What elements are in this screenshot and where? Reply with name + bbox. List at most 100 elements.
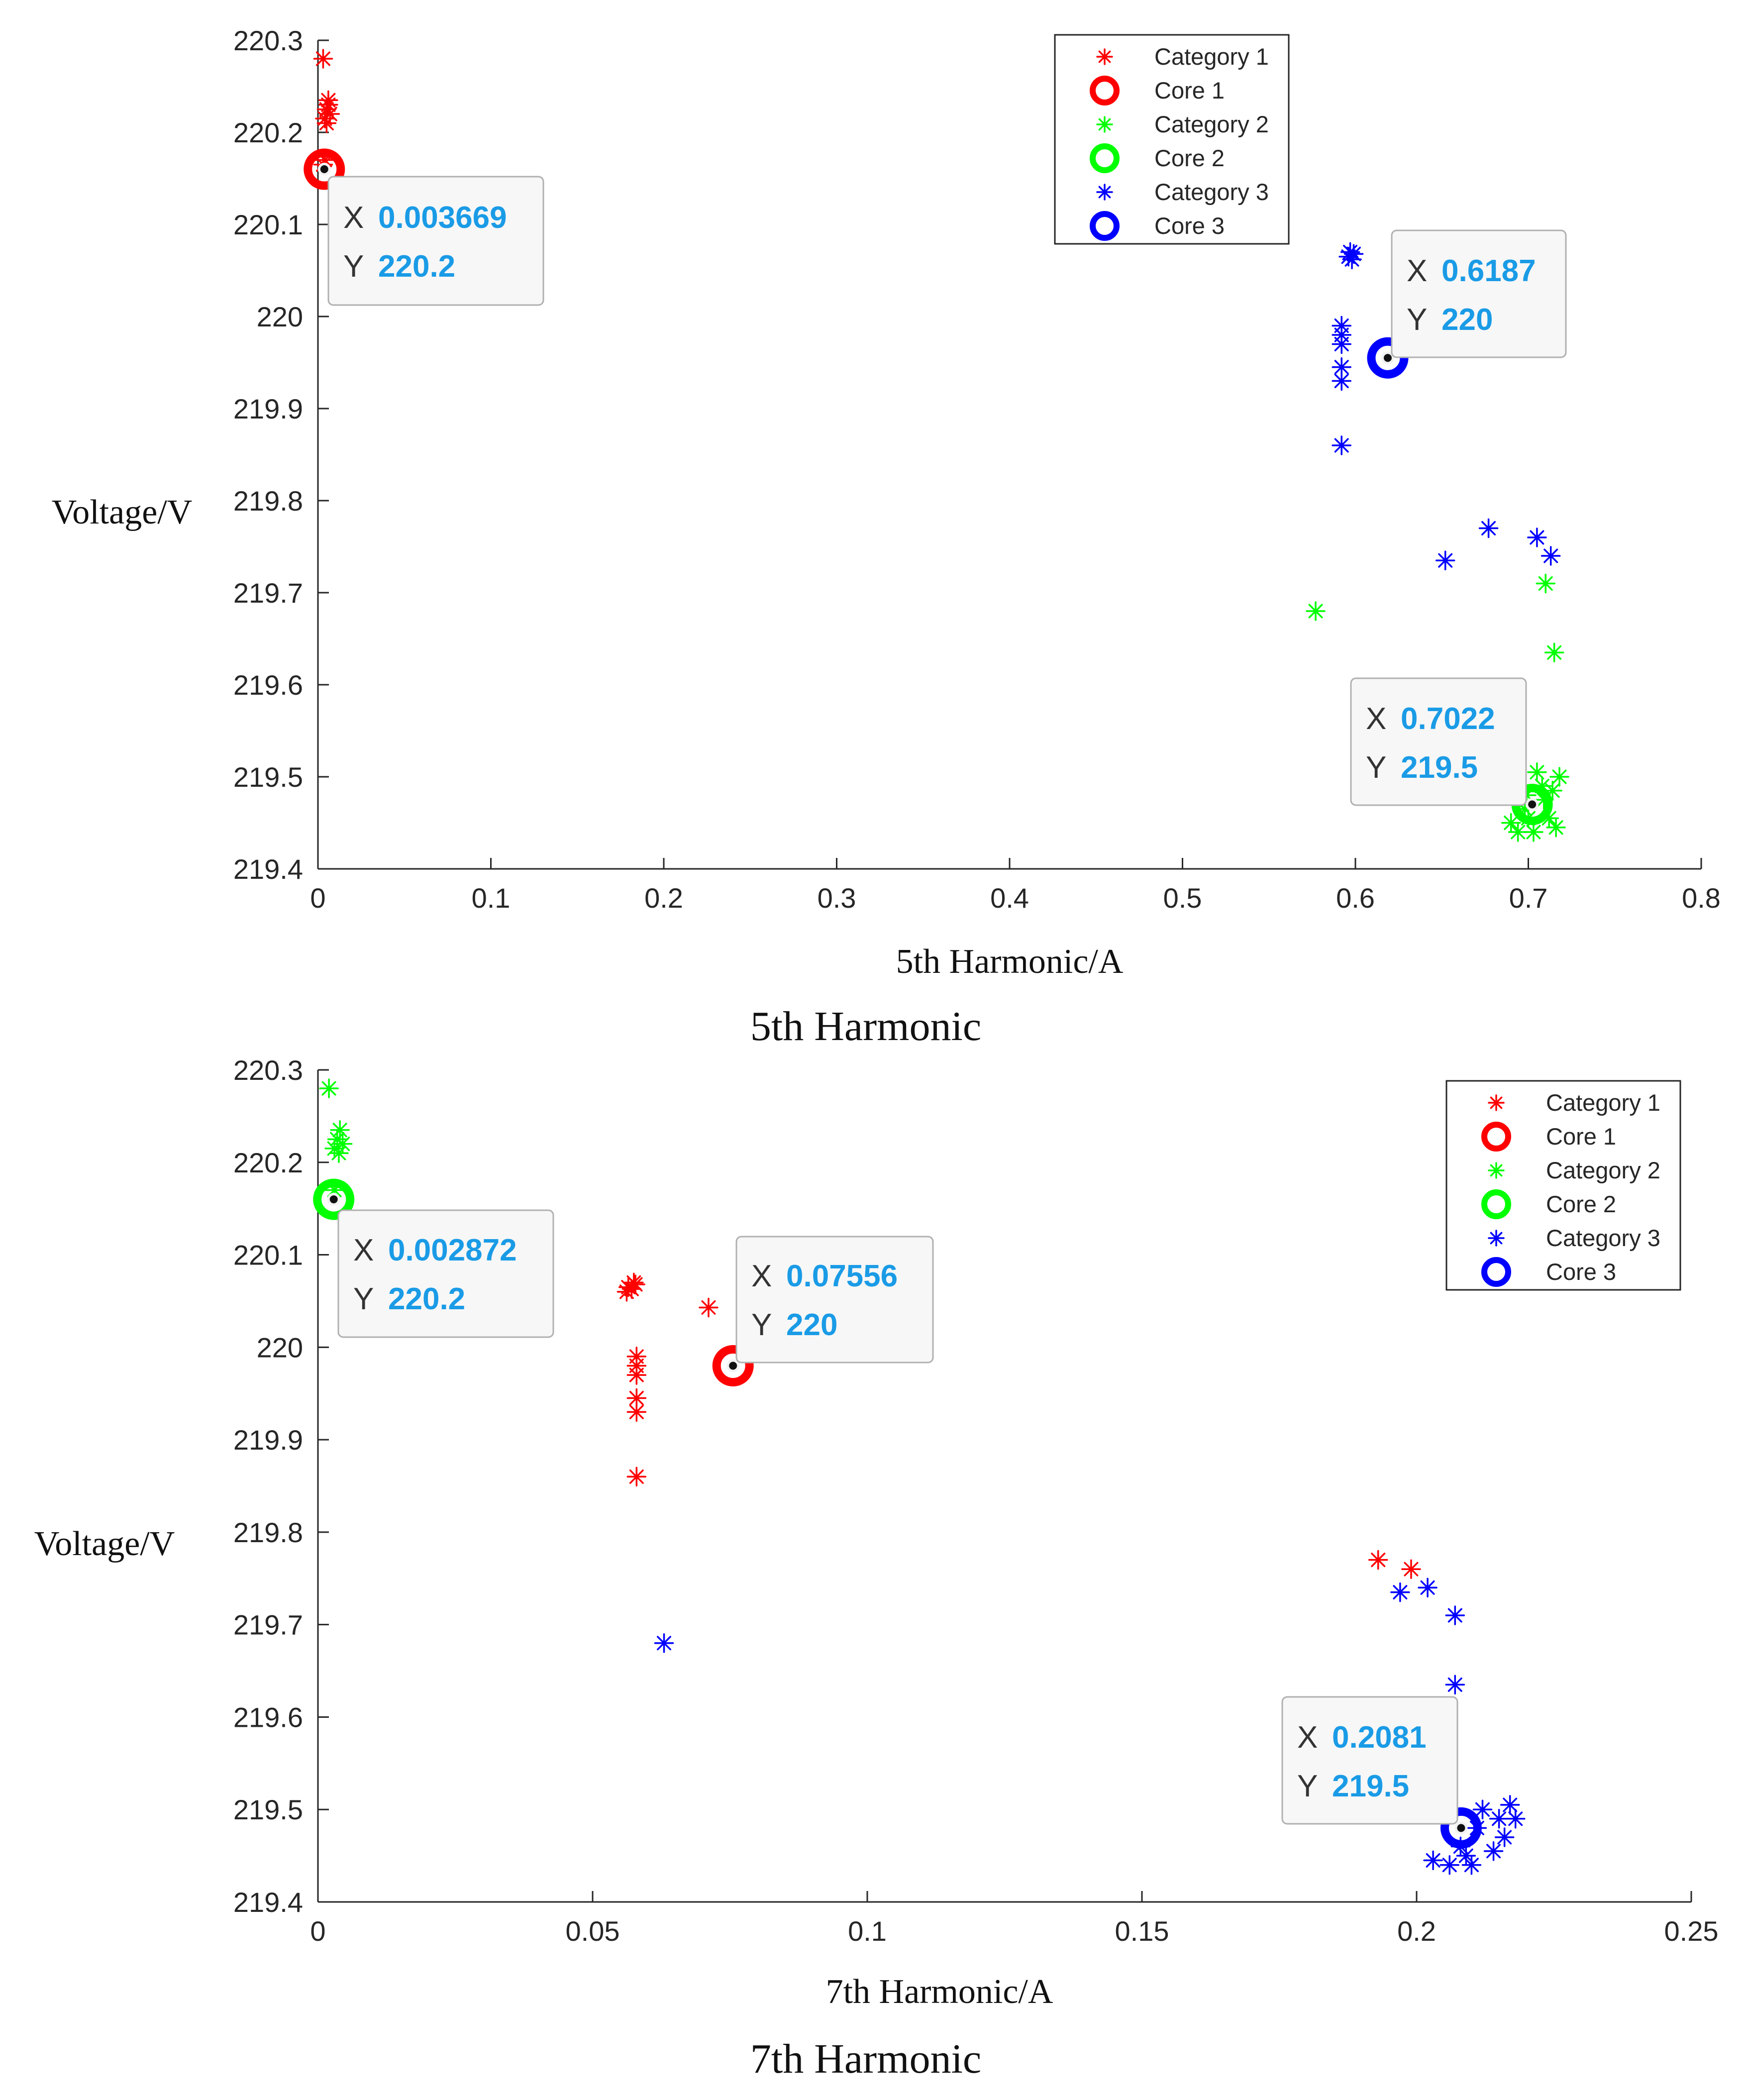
data-point: [1494, 1827, 1515, 1847]
y-tick-label: 220.3: [233, 25, 303, 56]
legend-marker: [1096, 116, 1113, 133]
y-tick-label: 220.1: [233, 209, 303, 240]
y-tick-label: 219.7: [233, 1609, 303, 1641]
data-point: [313, 49, 333, 69]
datatip-box: [1391, 229, 1567, 358]
x-tick-label: 0.05: [566, 1915, 620, 1947]
data-point: [1332, 435, 1351, 455]
legend-label: Category 3: [1546, 1225, 1660, 1251]
data-point: [1368, 1550, 1388, 1570]
y-tick-label: 220.2: [233, 1147, 303, 1178]
data-point: [617, 1282, 637, 1302]
data-point: [1456, 1846, 1476, 1866]
legend-label: Category 1: [1546, 1089, 1660, 1116]
data-point: [626, 1402, 647, 1422]
legend-marker: [1090, 143, 1120, 173]
datatip-box: [337, 1209, 554, 1338]
x-tick-label: 0.7: [1509, 882, 1548, 914]
datatip-y-value: 220.2: [378, 249, 455, 284]
datatip-x-value: 0.2081: [1332, 1720, 1427, 1755]
legend: Category 1 Core 1 Category 2 Core 2 Category…: [1445, 1080, 1681, 1291]
x-tick-label: 0.3: [818, 882, 856, 914]
legend-marker: [1488, 1230, 1505, 1247]
datatip-y-value: 219.5: [1401, 750, 1478, 785]
data-point: [1338, 247, 1358, 267]
data-point: [626, 1467, 647, 1487]
legend-label: Core 1: [1546, 1123, 1616, 1150]
y-axis-label: Voltage/V: [52, 493, 193, 531]
legend-label: Category 2: [1154, 111, 1269, 137]
x-axis-label: 7th Harmonic/A: [826, 1973, 1053, 2011]
datatip[interactable]: X 0.07556 Y 220: [735, 1236, 934, 1364]
datatip-x-key: X: [1407, 254, 1427, 288]
data-point: [1440, 1855, 1459, 1875]
legend-marker: [1096, 184, 1113, 201]
legend-marker: [1488, 1162, 1505, 1179]
legend-label: Core 2: [1154, 145, 1225, 171]
x-tick-label: 0.1: [472, 882, 511, 914]
legend-marker: [1090, 211, 1120, 241]
data-point: [1544, 642, 1564, 662]
data-point: [1445, 1605, 1465, 1625]
datatip[interactable]: X 0.7022 Y 219.5: [1350, 677, 1527, 806]
datatip[interactable]: X 0.003669 Y 220.2: [327, 176, 544, 306]
chart-title: 7th Harmonic: [750, 2036, 981, 2082]
datatip-y-key: Y: [1407, 303, 1427, 337]
chart-title: 5th Harmonic: [750, 1003, 981, 1050]
data-point: [316, 113, 337, 133]
x-tick-label: 0.8: [1682, 882, 1721, 914]
data-point: [329, 1143, 349, 1163]
legend: Category 1 Core 1 Category 2 Core 2 Category…: [1054, 34, 1290, 245]
data-point: [1343, 244, 1364, 264]
data-point: [1505, 1809, 1526, 1829]
datatip-x-value: 0.002872: [388, 1233, 517, 1267]
datatip-y-value: 219.5: [1332, 1769, 1409, 1803]
x-tick-label: 0: [310, 882, 325, 914]
core-marker[interactable]: [304, 148, 345, 190]
data-point: [1536, 573, 1555, 594]
datatip-box: [735, 1236, 934, 1364]
y-tick-label: 219.7: [233, 577, 303, 609]
x-tick-label: 0.2: [644, 882, 683, 914]
datatip-x-key: X: [353, 1233, 374, 1267]
legend-marker: [1481, 1122, 1511, 1152]
y-tick-label: 220.3: [233, 1054, 303, 1086]
datatip[interactable]: X 0.6187 Y 220: [1391, 229, 1567, 358]
data-point: [1489, 1809, 1509, 1829]
datatip[interactable]: X 0.002872 Y 220.2: [337, 1209, 554, 1338]
data-point: [1500, 1795, 1520, 1815]
datatip-x-value: 0.6187: [1441, 254, 1536, 288]
data-point: [318, 95, 338, 115]
data-point: [1332, 334, 1351, 354]
data-point: [1478, 518, 1499, 538]
data-point: [654, 1633, 674, 1653]
datatip-y-key: Y: [353, 1282, 374, 1316]
data-point: [1483, 1841, 1504, 1861]
legend-box: [1445, 1080, 1681, 1291]
datatip-x-value: 0.003669: [378, 201, 507, 235]
y-tick-label: 219.6: [233, 669, 303, 701]
legend-box: [1054, 34, 1290, 245]
data-point: [1445, 1675, 1465, 1695]
legend-label: Category 1: [1154, 43, 1269, 70]
datatip-x-key: X: [343, 201, 364, 235]
core-marker[interactable]: [313, 1178, 355, 1220]
core-marker[interactable]: [712, 1345, 754, 1386]
y-tick-label: 219.4: [233, 853, 303, 885]
x-tick-label: 0.2: [1397, 1915, 1436, 1947]
x-tick-label: 0.6: [1336, 882, 1375, 914]
data-point: [319, 1078, 339, 1098]
datatip-x-key: X: [1297, 1720, 1318, 1755]
datatip-x-key: X: [751, 1259, 772, 1293]
datatip[interactable]: X 0.2081 Y 219.5: [1281, 1696, 1458, 1825]
legend-label: Core 2: [1546, 1191, 1616, 1217]
datatip-x-value: 0.07556: [786, 1259, 898, 1293]
data-point: [1306, 601, 1326, 621]
x-tick-label: 0: [310, 1915, 325, 1947]
core-marker[interactable]: [1440, 1807, 1482, 1849]
x-tick-label: 0.1: [848, 1915, 887, 1947]
y-tick-label: 219.5: [233, 1794, 303, 1825]
x-tick-label: 0.4: [990, 882, 1029, 914]
y-tick-label: 220.2: [233, 117, 303, 148]
